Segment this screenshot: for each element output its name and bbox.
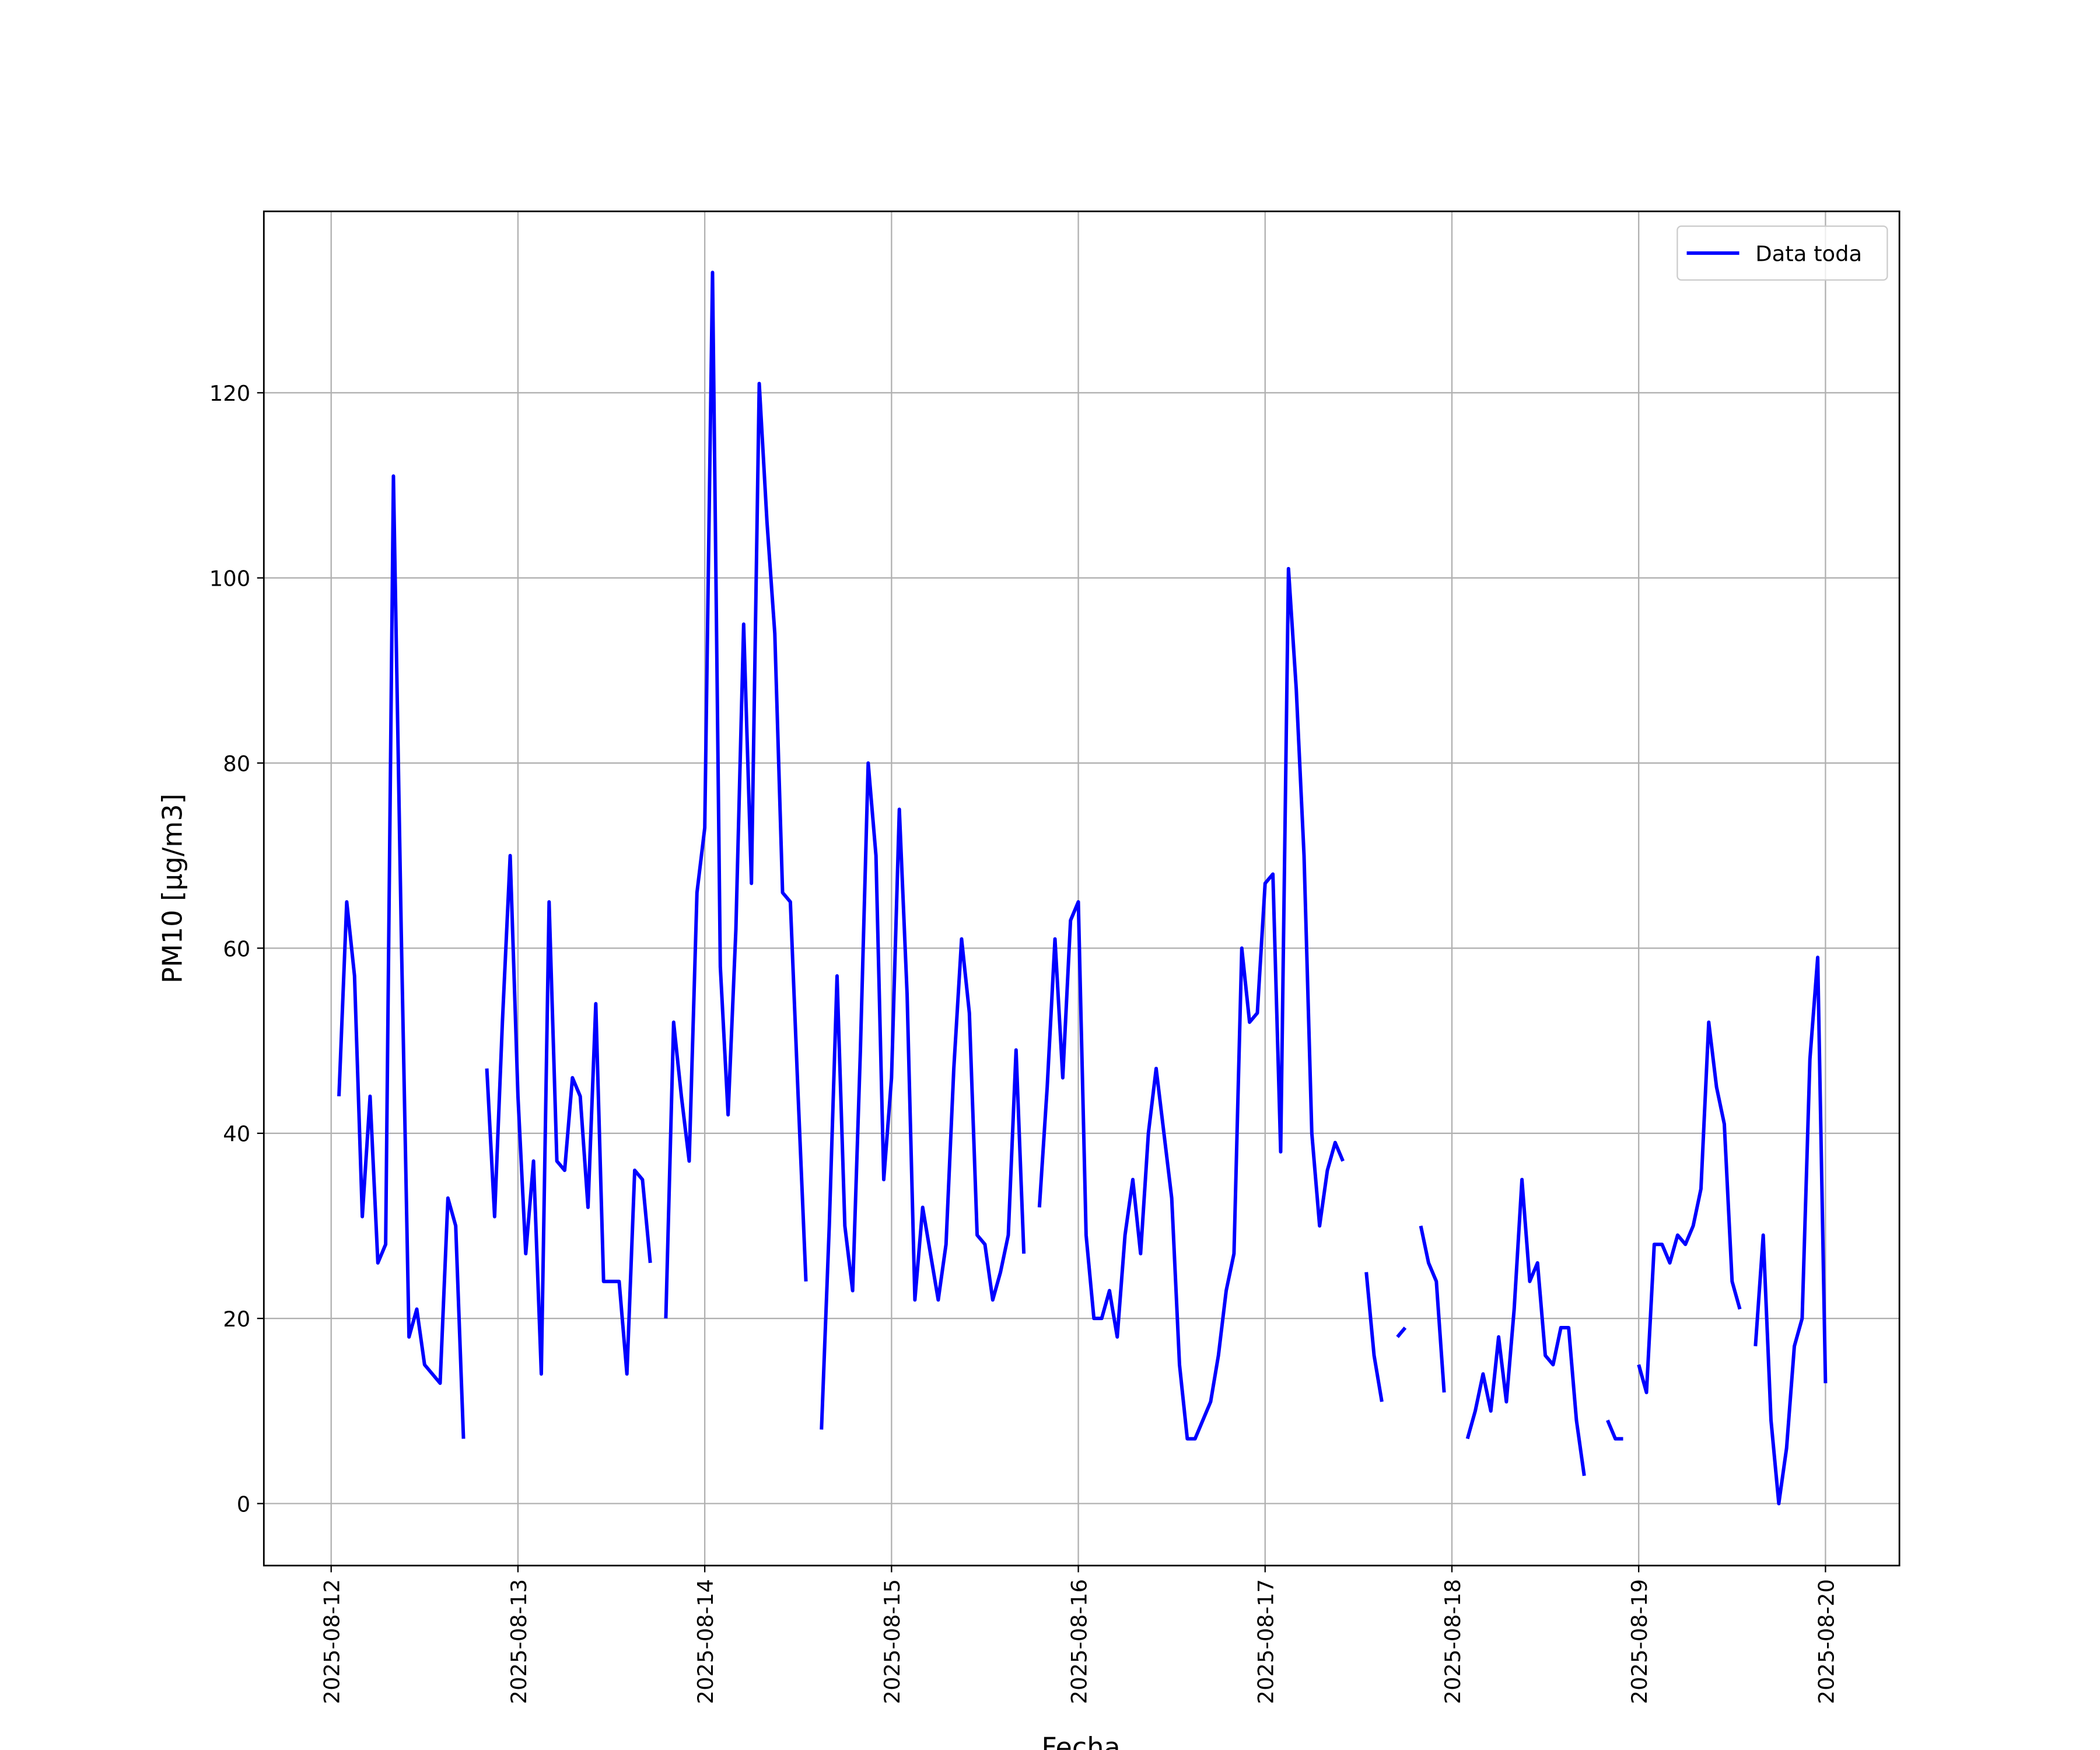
y-tick-label: 80: [223, 751, 250, 776]
x-tick-label: 2025-08-13: [506, 1579, 531, 1704]
x-tick-label: 2025-08-20: [1814, 1579, 1839, 1704]
legend-label: Data toda: [1755, 242, 1862, 267]
y-tick-label: 0: [237, 1492, 250, 1517]
y-tick-label: 120: [209, 381, 250, 406]
legend-box: [1676, 225, 1888, 281]
y-tick-label: 20: [223, 1307, 250, 1332]
x-tick-label: 2025-08-12: [320, 1579, 345, 1704]
x-tick-label: 2025-08-19: [1627, 1579, 1652, 1704]
x-axis-label: Fecha: [1041, 1732, 1120, 1750]
y-tick-label: 100: [209, 566, 250, 592]
x-tick-label: 2025-08-16: [1066, 1579, 1091, 1704]
y-tick-label: 40: [223, 1122, 250, 1147]
axes-frame: [262, 210, 1901, 1567]
data-line: [337, 271, 1828, 1506]
x-tick-label: 2025-08-18: [1440, 1579, 1465, 1704]
x-tick-label: 2025-08-14: [693, 1579, 718, 1704]
y-tick-label: 60: [223, 936, 250, 961]
y-axis-label: PM10 [μg/m3]: [157, 793, 188, 984]
x-tick-label: 2025-08-17: [1254, 1579, 1279, 1704]
x-tick-label: 2025-08-15: [880, 1579, 905, 1704]
